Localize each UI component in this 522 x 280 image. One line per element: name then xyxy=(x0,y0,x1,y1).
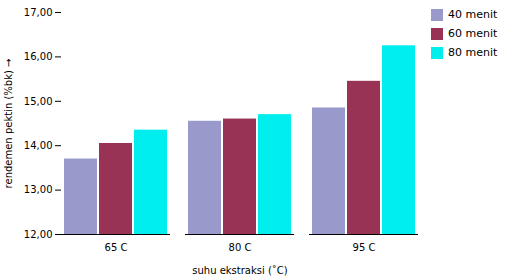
svg-text:suhu ekstraksi (˚C): suhu ekstraksi (˚C) xyxy=(192,265,288,276)
svg-text:14,00: 14,00 xyxy=(24,140,53,151)
svg-text:95 C: 95 C xyxy=(353,242,376,253)
svg-text:13,00: 13,00 xyxy=(24,184,53,195)
svg-text:80 C: 80 C xyxy=(229,242,252,253)
svg-text:16,00: 16,00 xyxy=(24,51,53,62)
svg-text:65 C: 65 C xyxy=(105,242,128,253)
svg-text:15,00: 15,00 xyxy=(24,96,53,107)
svg-text:rendemen pektin (%bk) →: rendemen pektin (%bk) → xyxy=(3,59,14,189)
svg-text:17,00: 17,00 xyxy=(24,7,53,18)
html-text:60 menit: 60 menit xyxy=(448,27,498,40)
html-text:40 menit: 40 menit xyxy=(448,8,498,21)
svg-text:12,00: 12,00 xyxy=(24,229,53,240)
html-text:80 menit: 80 menit xyxy=(448,46,498,59)
